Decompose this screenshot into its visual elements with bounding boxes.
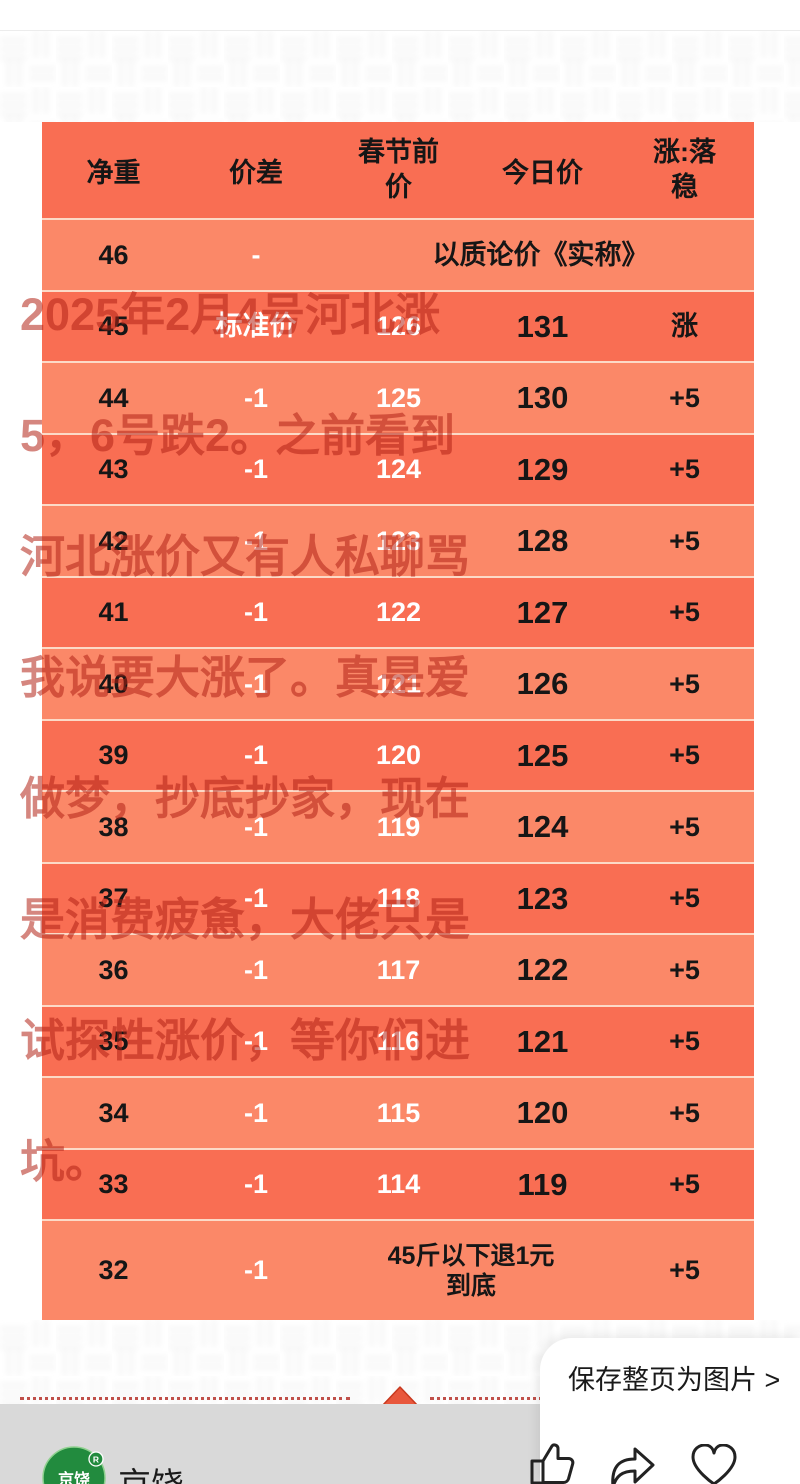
svg-text:京饶: 京饶 bbox=[58, 1470, 90, 1484]
svg-text:R: R bbox=[93, 1455, 99, 1465]
